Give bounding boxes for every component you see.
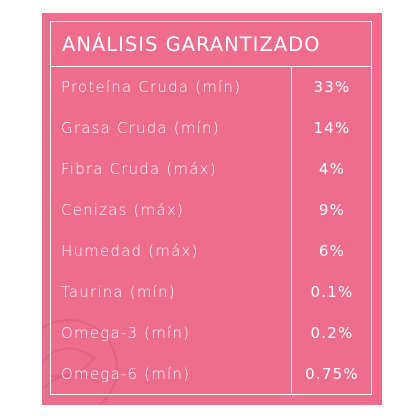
table-frame: ANÁLISIS GARANTIZADO Proteína Cruda (mín…	[50, 21, 372, 395]
row-label: Taurina (mín)	[61, 283, 176, 301]
column-divider	[291, 66, 292, 394]
table-row: Cenizas (máx) 9%	[51, 189, 371, 230]
table-row: Humedad (máx) 6%	[51, 230, 371, 271]
guaranteed-analysis-panel: ANÁLISIS GARANTIZADO Proteína Cruda (mín…	[42, 13, 382, 405]
row-value: 0.1%	[310, 283, 354, 301]
table-body: Proteína Cruda (mín) 33% Grasa Cruda (mí…	[51, 66, 371, 394]
header-divider	[51, 66, 371, 67]
row-value: 6%	[318, 242, 346, 260]
table-row: Proteína Cruda (mín) 33%	[51, 66, 371, 107]
row-label: Fibra Cruda (máx)	[61, 160, 217, 178]
table-row: Fibra Cruda (máx) 4%	[51, 148, 371, 189]
row-value: 0.75%	[305, 365, 359, 383]
row-label: Proteína Cruda (mín)	[61, 78, 242, 96]
table-row: Taurina (mín) 0.1%	[51, 271, 371, 312]
row-value: 14%	[313, 119, 351, 137]
table-title: ANÁLISIS GARANTIZADO	[62, 33, 321, 56]
row-value: 4%	[318, 160, 346, 178]
row-label: Omega-3 (mín)	[61, 324, 191, 342]
table-row: Omega-6 (mín) 0.75%	[51, 353, 371, 394]
row-label: Humedad (máx)	[61, 242, 199, 260]
row-label: Omega-6 (mín)	[61, 365, 191, 383]
table-row: Grasa Cruda (mín) 14%	[51, 107, 371, 148]
row-label: Cenizas (máx)	[61, 201, 185, 219]
table-row: Omega-3 (mín) 0.2%	[51, 312, 371, 353]
row-value: 0.2%	[310, 324, 354, 342]
swirl-watermark-icon	[42, 319, 118, 405]
row-label: Grasa Cruda (mín)	[61, 119, 220, 137]
row-value: 33%	[313, 78, 351, 96]
row-value: 9%	[318, 201, 346, 219]
